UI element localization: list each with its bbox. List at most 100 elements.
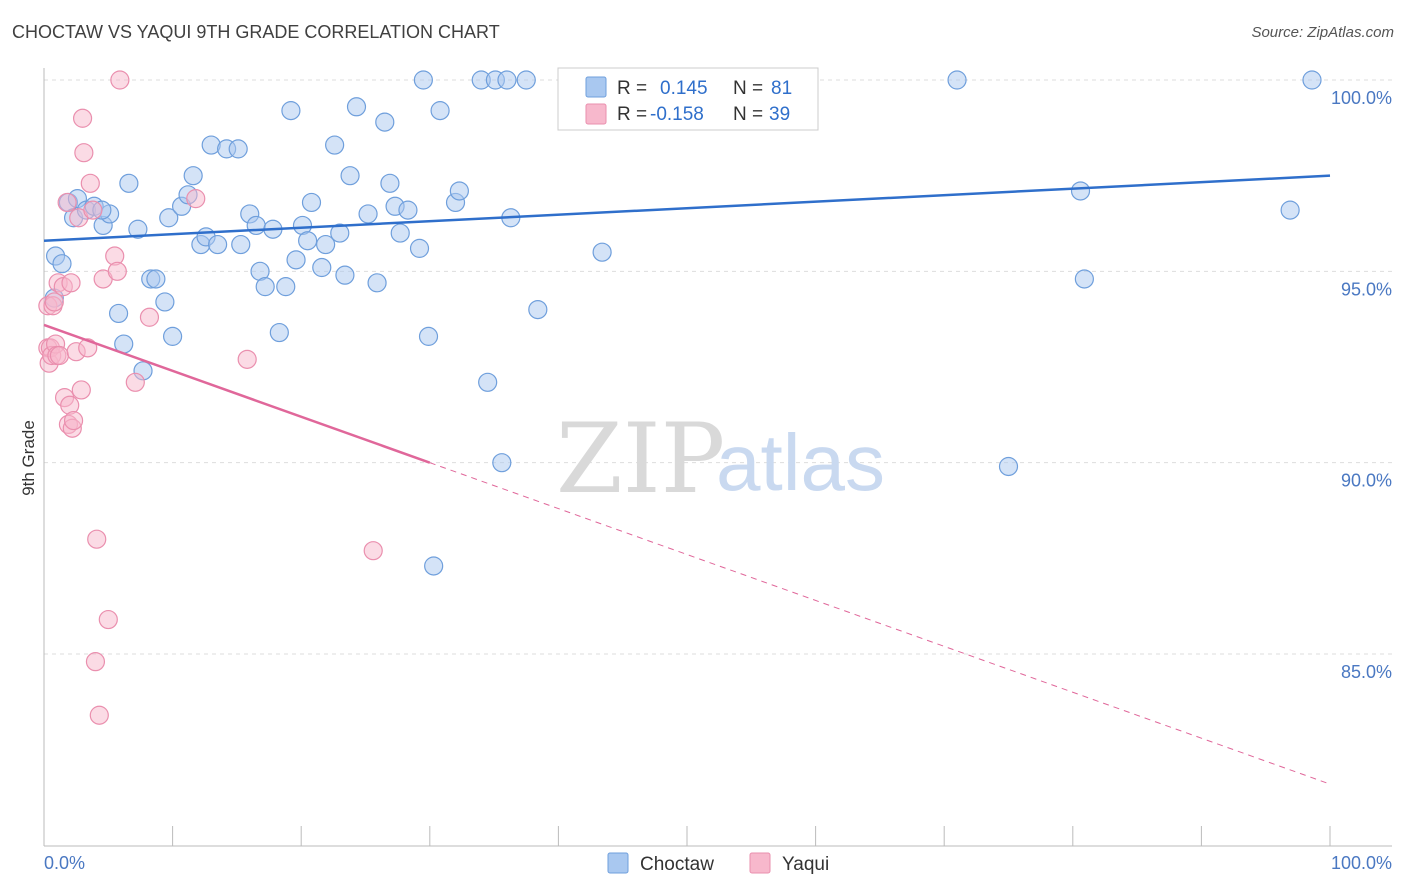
y-tick-labels: 85.0% 90.0% 95.0% 100.0% [1331,88,1392,682]
choctaw-point [592,242,612,262]
choctaw-point [375,112,395,132]
chart-title: CHOCTAW VS YAQUI 9TH GRADE CORRELATION C… [12,22,500,42]
watermark-zip: ZIP [556,403,725,515]
y-tick-label: 95.0% [1341,279,1392,299]
yaqui-point [61,273,81,293]
stats-legend: R = 0.145 N = 81 R = -0.158 N = 39 [557,67,819,131]
choctaw-point [325,135,345,155]
choctaw-point [528,300,548,320]
choctaw-point [128,219,148,239]
choctaw-point [183,166,203,186]
choctaw-point [424,556,444,576]
yaqui-point [74,143,94,163]
legend-yaqui-r-label: R = [617,104,647,125]
choctaw-point [367,273,387,293]
choctaw-point [52,254,72,274]
legend-choctaw-n-value: 81 [771,78,792,99]
yaqui-trend-extension [429,462,1331,785]
choctaw-point [335,265,355,285]
bottom-legend-choctaw: Choctaw [640,854,714,875]
yaqui-point [107,261,127,281]
yaqui-point [125,372,145,392]
choctaw-point [228,139,248,159]
yaqui-point [98,609,118,630]
choctaw-point [1070,181,1091,201]
yaqui-point [63,410,84,431]
yaqui-point [44,292,64,312]
choctaw-point [255,277,275,297]
choctaw-point [146,269,166,289]
yaqui-point [72,108,93,128]
yaqui-point [80,173,100,193]
choctaw-point [947,70,967,90]
yaqui-point [139,307,160,327]
choctaw-point [276,277,296,297]
yaqui-point [57,192,77,213]
bottom-legend-yaqui: Yaqui [782,854,829,875]
yaqui-point [186,189,206,209]
choctaw-point [316,234,336,255]
legend-yaqui-n-value: 39 [769,104,790,125]
choctaw-point [358,204,378,224]
choctaw-point [430,101,450,121]
legend-choctaw-r-label: R = [617,78,647,99]
choctaw-point [108,303,129,324]
y-axis-label: 9th Grade [19,420,38,496]
legend-yaqui-r-value: -0.158 [650,104,704,125]
series-legend: Choctaw Yaqui [607,852,829,875]
choctaw-point [449,181,469,201]
y-tick-label: 90.0% [1341,471,1392,491]
choctaw-point [330,223,350,243]
choctaw-point [346,97,367,117]
yaqui-point [237,349,257,369]
trend-lines [43,174,1331,785]
yaqui-point [83,200,103,220]
choctaw-point [497,70,517,90]
yaqui-point [87,529,107,549]
choctaw-point [298,231,318,251]
source-label: Source: ZipAtlas.com [1251,24,1394,41]
choctaw-point [163,326,183,346]
legend-yaqui-n-label: N = [733,104,763,125]
choctaw-point [418,326,439,346]
legend-choctaw-n-label: N = [733,78,763,99]
watermark-atlas: atlas [716,418,885,507]
bottom-legend-swatch-choctaw [607,852,629,874]
choctaw-trend-line [43,174,1331,242]
x-ticks [43,826,1331,846]
choctaw-point [478,372,498,392]
choctaw-point [998,456,1019,477]
choctaw-point [516,70,536,90]
legend-swatch-choctaw [585,76,607,98]
choctaw-point [413,70,433,90]
choctaw-point [269,322,289,343]
choctaw-point [155,292,175,312]
choctaw-point [312,257,332,278]
choctaw-point [208,234,228,255]
choctaw-point [119,173,139,193]
x-tick-label-max: 100.0% [1331,853,1392,873]
choctaw-point [1302,70,1322,90]
yaqui-point [71,380,91,400]
choctaw-point [492,453,512,473]
legend-choctaw-r-value: 0.145 [660,78,708,99]
choctaw-point [390,223,410,243]
choctaw-point [286,250,306,270]
choctaw-point [159,208,179,228]
choctaw-point [281,101,301,121]
choctaw-point [246,215,266,236]
legend-swatch-yaqui [585,103,607,125]
x-tick-label-min: 0.0% [44,853,85,873]
watermark: ZIP atlas [556,403,885,515]
choctaw-point [1074,269,1094,289]
yaqui-trend-line [43,323,431,464]
yaqui-point [85,652,106,672]
yaqui-point [89,705,109,725]
yaqui-point [110,70,130,90]
yaqui-point [363,541,383,561]
yaqui-point [49,345,70,366]
choctaw-point [398,200,418,220]
choctaw-point [231,234,251,255]
choctaw-point [340,166,360,186]
